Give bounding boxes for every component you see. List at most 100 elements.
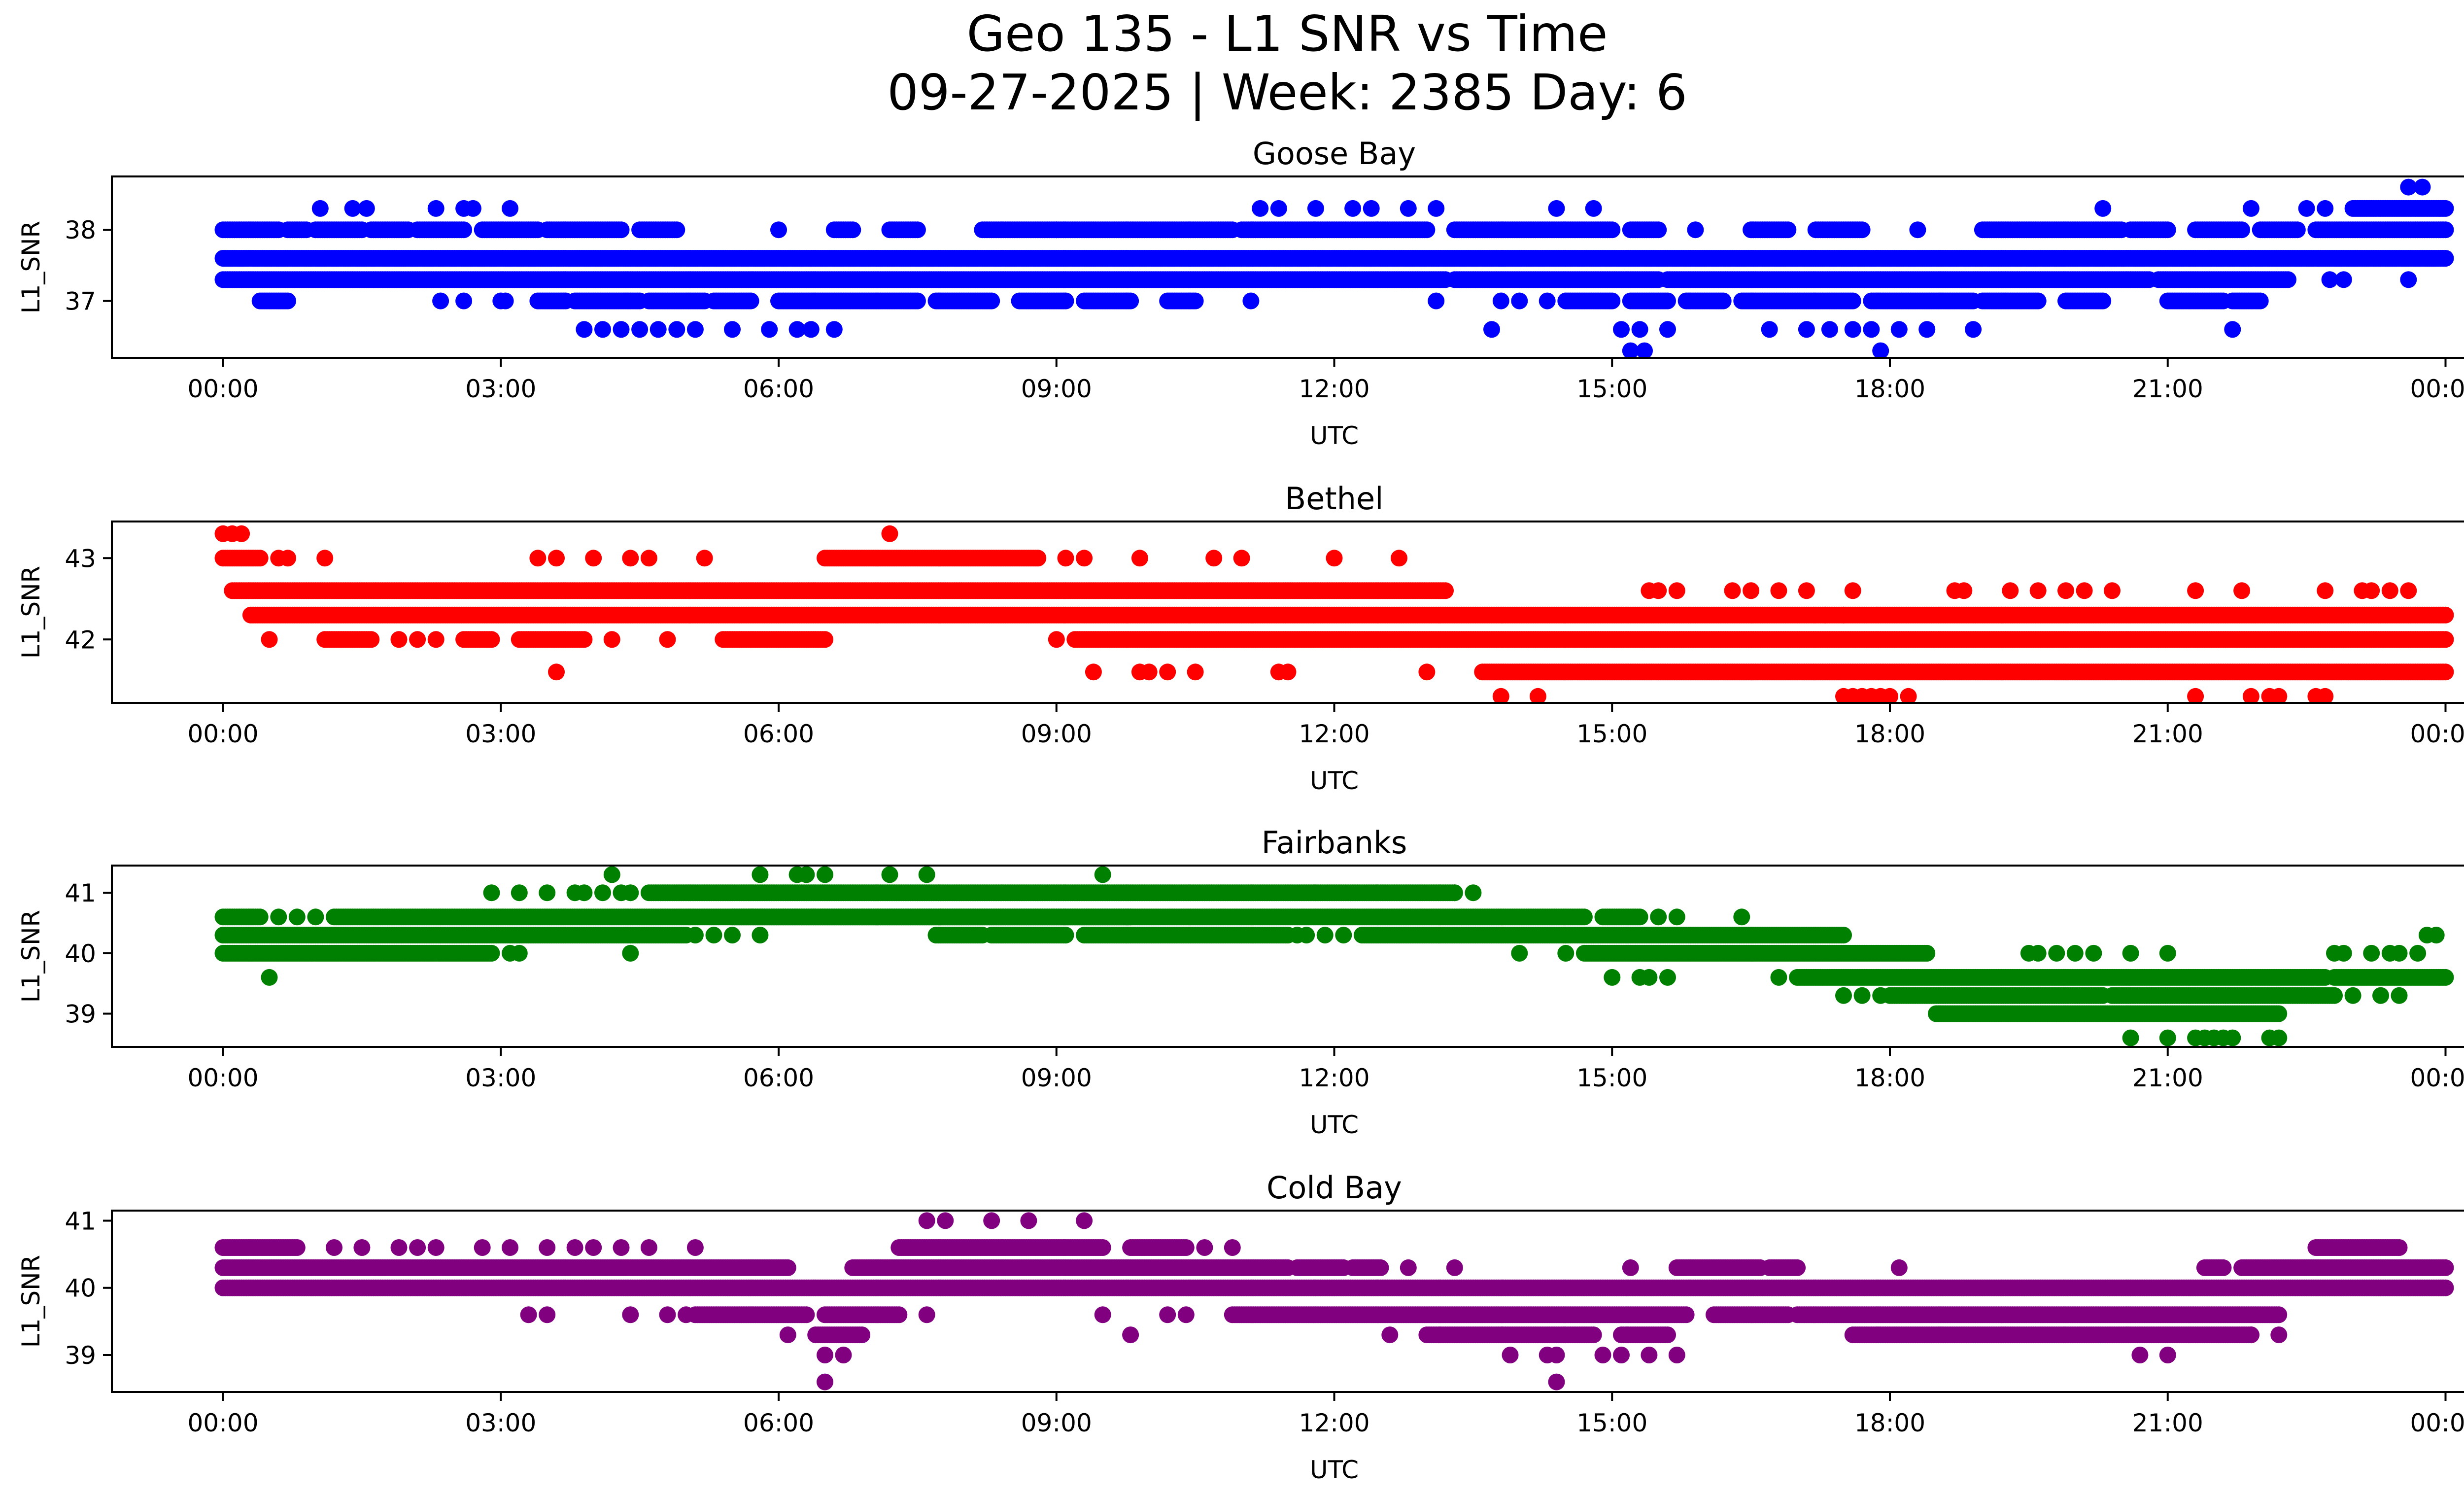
data-point xyxy=(1650,221,1667,239)
subplot-goose-bay: Goose Bay 00:00 03:00 06:00 09:00 12:00 15:00 1… xyxy=(17,136,2464,450)
data-point xyxy=(1780,221,1797,239)
data-point xyxy=(427,200,445,217)
data-point xyxy=(594,321,611,338)
data-point xyxy=(1631,321,1648,338)
data-point xyxy=(2400,178,2417,196)
figure-title-line1: Geo 135 - L1 SNR vs Time xyxy=(967,5,1608,63)
data-point xyxy=(770,221,787,239)
data-point xyxy=(1761,321,1778,338)
data-point xyxy=(1483,321,1500,338)
scatter-points xyxy=(214,178,2454,358)
data-point xyxy=(1863,321,1880,338)
data-point xyxy=(1844,292,1861,310)
x-tick-label: 09:00 xyxy=(1021,375,1092,403)
data-point xyxy=(1585,200,1602,217)
data-point xyxy=(2414,178,2431,196)
data-point xyxy=(2094,200,2112,217)
data-point xyxy=(464,200,481,217)
data-point xyxy=(1687,221,1704,239)
figure-title-line2: 09-27-2025 | Week: 2385 Day: 6 xyxy=(887,64,1687,121)
data-point xyxy=(2437,250,2454,267)
data-point xyxy=(2317,200,2334,217)
data-point xyxy=(455,292,473,310)
data-point xyxy=(1539,292,1556,310)
data-point xyxy=(2224,321,2241,338)
data-point xyxy=(1511,292,1528,310)
data-point xyxy=(1344,200,1362,217)
data-point xyxy=(2252,292,2269,310)
data-point xyxy=(1890,321,1908,338)
x-tick-label: 06:00 xyxy=(743,375,814,403)
data-point xyxy=(1252,200,1269,217)
data-point xyxy=(1363,200,1380,217)
data-point xyxy=(1613,321,1630,338)
data-point xyxy=(1798,321,1815,338)
data-point xyxy=(2298,200,2315,217)
data-point xyxy=(668,221,685,239)
data-point xyxy=(1872,342,1889,358)
data-point xyxy=(1659,321,1676,338)
data-point xyxy=(455,221,473,239)
subplot-title: Goose Bay xyxy=(1253,136,1416,172)
x-axis-label: UTC xyxy=(1310,421,1359,450)
y-tick-label: 38 xyxy=(65,216,96,244)
data-point xyxy=(2233,221,2251,239)
data-point xyxy=(2335,271,2352,288)
x-tick-label: 12:00 xyxy=(1299,375,1369,403)
x-tick-label: 18:00 xyxy=(1854,375,1925,403)
data-point xyxy=(576,321,593,338)
data-point xyxy=(279,292,296,310)
x-tick-label: 21:00 xyxy=(2132,375,2203,403)
data-point xyxy=(1659,292,1676,310)
data-point xyxy=(2289,221,2306,239)
scatter-points xyxy=(214,525,2454,703)
x-tick-label: 00:00 xyxy=(2410,375,2464,403)
data-point xyxy=(1242,292,1260,310)
data-point xyxy=(761,321,778,338)
data-point xyxy=(1270,200,1287,217)
x-tick-label: 00:00 xyxy=(187,375,258,403)
data-point xyxy=(1918,321,1936,338)
data-point xyxy=(2280,271,2296,288)
data-point xyxy=(844,221,861,239)
data-point xyxy=(1428,200,1445,217)
data-point xyxy=(1844,321,1861,338)
data-point xyxy=(2094,292,2112,310)
data-point xyxy=(1622,342,1639,358)
data-point xyxy=(1548,200,1565,217)
data-point xyxy=(1048,221,1065,239)
x-tick-label: 03:00 xyxy=(465,375,536,403)
y-axis-label: L1_SNR xyxy=(17,221,45,314)
data-point xyxy=(631,321,649,338)
data-point xyxy=(2400,271,2417,288)
data-point xyxy=(2437,606,2454,624)
data-point xyxy=(1400,200,1417,217)
data-point xyxy=(1853,221,1871,239)
data-point xyxy=(1714,292,1732,310)
data-point xyxy=(909,292,926,310)
x-tick-label: 15:00 xyxy=(1576,375,1647,403)
data-point xyxy=(497,292,514,310)
data-point xyxy=(1437,582,1454,599)
data-point xyxy=(344,200,361,217)
data-point xyxy=(1604,292,1621,310)
data-point xyxy=(825,321,843,338)
data-point xyxy=(1428,292,1445,310)
data-point xyxy=(1909,221,1926,239)
data-point xyxy=(1492,292,1509,310)
data-point xyxy=(1307,200,1324,217)
data-point xyxy=(983,292,1000,310)
data-point xyxy=(432,292,449,310)
data-point xyxy=(1965,321,1982,338)
data-point xyxy=(502,200,518,217)
data-point xyxy=(1122,292,1139,310)
data-point xyxy=(1636,342,1653,358)
data-point xyxy=(1418,221,1436,239)
data-point xyxy=(1604,221,1621,239)
data-point xyxy=(724,321,741,338)
data-point xyxy=(788,321,806,338)
data-point xyxy=(1821,321,1838,338)
data-point xyxy=(742,292,759,310)
